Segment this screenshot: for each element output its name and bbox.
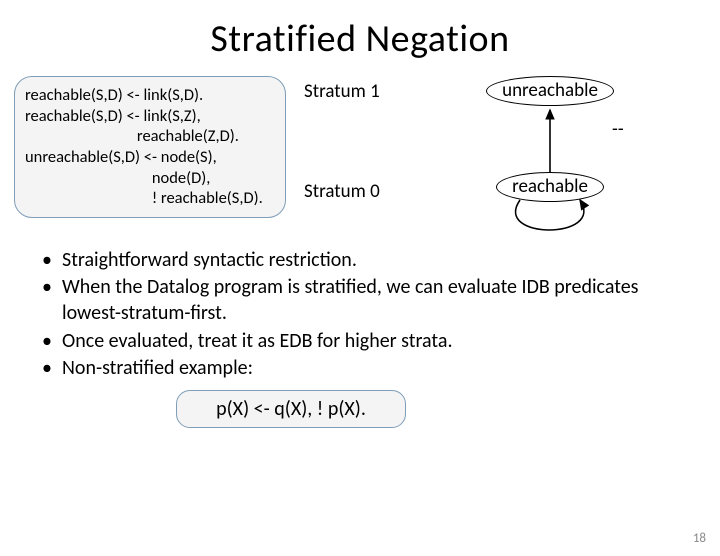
bullet-list: Straightforward syntactic restriction. W…	[42, 248, 688, 382]
node-reachable: reachable	[496, 172, 604, 202]
strata-labels: Stratum 1 Stratum 0	[294, 76, 414, 218]
example-box: p(X) <- q(X), ! p(X).	[176, 390, 406, 428]
slide-title: Stratified Negation	[0, 16, 720, 62]
code-box: reachable(S,D) <- link(S,D). reachable(S…	[14, 76, 286, 218]
code-line: reachable(S,D) <- link(S,Z),	[25, 106, 273, 127]
code-line: reachable(S,D) <- link(S,D).	[25, 85, 273, 106]
node-unreachable: unreachable	[486, 76, 614, 106]
negation-edge-label: --	[612, 118, 624, 141]
bullet-item: Non-stratified example:	[42, 356, 688, 382]
bullet-item: When the Datalog program is stratified, …	[42, 275, 688, 326]
page-number: 18	[693, 531, 706, 546]
stratum-0-label: Stratum 0	[304, 180, 380, 203]
stratum-diagram: unreachable reachable --	[414, 76, 694, 218]
stratum-1-label: Stratum 1	[304, 80, 380, 103]
upper-region: reachable(S,D) <- link(S,D). reachable(S…	[0, 76, 720, 218]
bullet-item: Once evaluated, treat it as EDB for high…	[42, 329, 688, 355]
bullet-item: Straightforward syntactic restriction.	[42, 248, 688, 274]
code-line: node(D),	[25, 168, 273, 189]
code-line: unreachable(S,D) <- node(S),	[25, 147, 273, 168]
code-line: ! reachable(S,D).	[25, 188, 273, 209]
code-line: reachable(Z,D).	[25, 126, 273, 147]
